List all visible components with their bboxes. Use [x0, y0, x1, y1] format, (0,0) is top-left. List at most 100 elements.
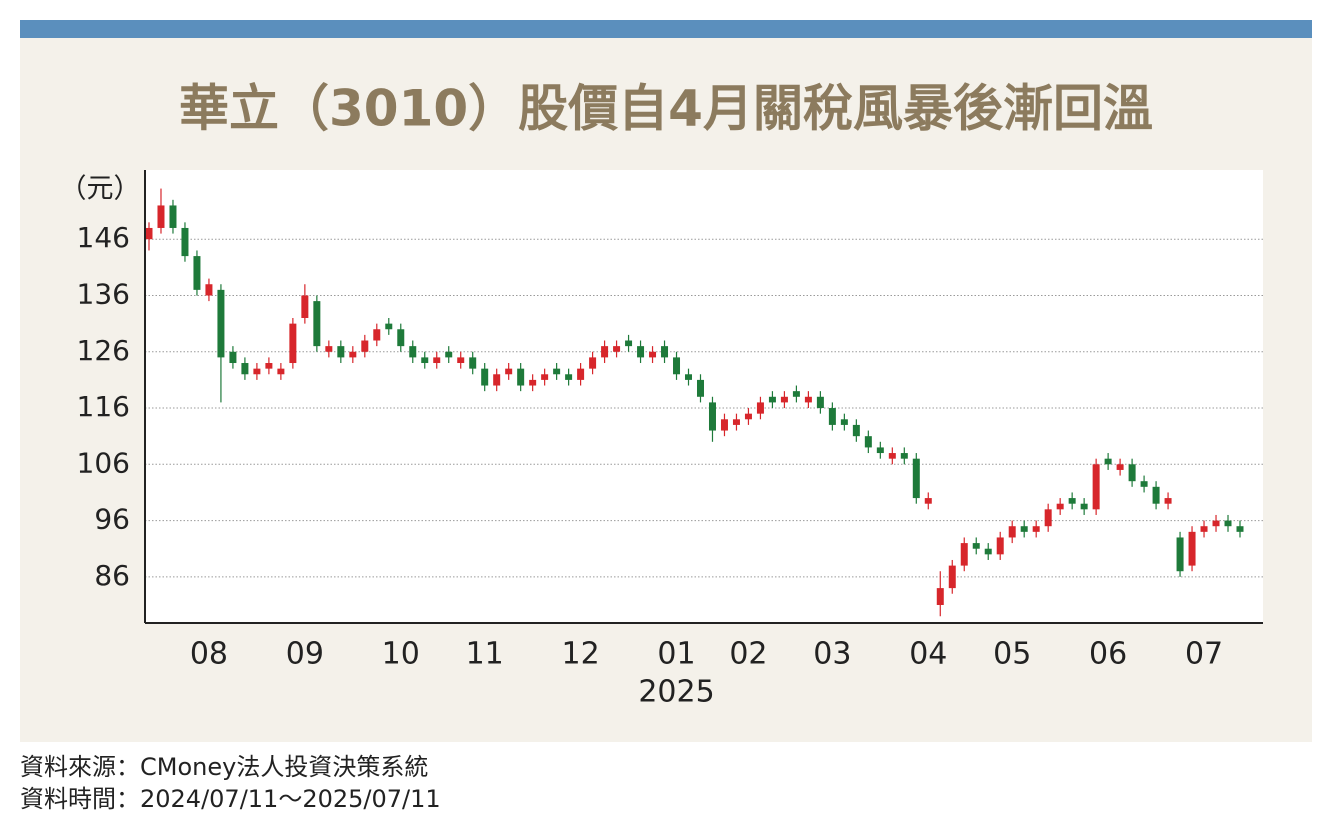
candle-body — [625, 340, 633, 347]
x-tick-label: 12 — [562, 637, 600, 672]
candle-body — [1008, 526, 1016, 538]
y-tick-label: 116 — [77, 390, 130, 423]
candle-body — [1164, 498, 1172, 504]
candle-body — [589, 357, 597, 369]
y-tick-label: 146 — [77, 221, 130, 254]
candle-body — [301, 295, 309, 318]
candle-body — [1140, 481, 1148, 487]
candle-body — [205, 284, 213, 296]
plot-area — [145, 170, 1263, 623]
candle-body — [1236, 526, 1244, 532]
candle-body — [685, 374, 693, 380]
candle-body — [457, 357, 465, 364]
candle-body — [792, 391, 800, 397]
candle-body — [924, 498, 932, 504]
candle-body — [637, 346, 645, 358]
candle-body — [385, 323, 393, 330]
candle-body — [673, 357, 681, 375]
candle-body — [145, 227, 153, 240]
candle-body — [313, 301, 321, 347]
y-tick-label: 126 — [77, 334, 130, 367]
candle-body — [181, 227, 189, 257]
candle-body — [768, 396, 776, 403]
candle-body — [972, 543, 980, 549]
candle-body — [229, 351, 237, 364]
candle-body — [840, 419, 848, 425]
candle-body — [1200, 526, 1208, 532]
candle-body — [253, 368, 261, 375]
candle-body — [661, 346, 669, 358]
candle-body — [193, 256, 201, 290]
candle-body — [1224, 520, 1232, 527]
candle-body — [696, 379, 704, 397]
candle-body — [1056, 503, 1064, 510]
candle-body — [277, 368, 285, 375]
x-tick-label: 03 — [813, 637, 851, 672]
candle-body — [1188, 531, 1196, 566]
x-tick-label: 04 — [909, 637, 947, 672]
candle-body — [1068, 498, 1076, 504]
candle-body — [433, 357, 441, 364]
candle-body — [337, 346, 345, 358]
candle-body — [289, 323, 297, 364]
candle-body — [828, 408, 836, 425]
candle-body — [409, 346, 417, 358]
candle-body — [1020, 526, 1028, 532]
x-tick-label: 09 — [286, 637, 324, 672]
candle-body — [912, 458, 920, 499]
x-tick-label: 10 — [382, 637, 420, 672]
period-note: 資料時間：2024/07/11～2025/07/11 — [20, 785, 441, 813]
candle-body — [732, 419, 740, 425]
candle-body — [1044, 509, 1052, 527]
candle-body — [493, 374, 501, 386]
candle-body — [852, 424, 860, 437]
candle-body — [373, 329, 381, 341]
y-tick-label: 136 — [77, 277, 130, 310]
candle-body — [1212, 520, 1220, 527]
candle-body — [780, 396, 788, 403]
candle-body — [601, 346, 609, 358]
candle-body — [349, 351, 357, 358]
x-tick-label: 08 — [190, 637, 228, 672]
candle-body — [517, 368, 525, 386]
candle-body — [708, 402, 716, 431]
candle-body — [1152, 486, 1160, 504]
candle-body — [1176, 537, 1184, 572]
candle-body — [241, 363, 249, 375]
y-tick-label: 86 — [94, 559, 130, 592]
candle-body — [984, 548, 992, 555]
candle-body — [816, 396, 824, 409]
y-tick-label: 106 — [77, 446, 130, 479]
candle-body — [577, 368, 585, 380]
candle-body — [565, 374, 573, 380]
candle-body — [481, 368, 489, 386]
candle-body — [936, 588, 944, 605]
candle-body — [649, 351, 657, 358]
x-tick-label: 06 — [1089, 637, 1127, 672]
candle-body — [1092, 464, 1100, 510]
x-tick-label: 07 — [1185, 637, 1223, 672]
candle-body — [744, 413, 752, 420]
candle-body — [361, 340, 369, 352]
x-tick-label: 01 — [657, 637, 695, 672]
source-note: 資料來源：CMoney法人投資決策系統 — [20, 753, 428, 781]
candle-body — [1032, 526, 1040, 532]
y-axis-label: （元） — [60, 174, 141, 205]
candle-body — [469, 357, 477, 369]
chart-title: 華立（3010）股價自4月關稅風暴後漸回溫 — [179, 80, 1153, 138]
candle-body — [720, 419, 728, 431]
candle-body — [505, 368, 513, 375]
candle-body — [960, 543, 968, 566]
candle-body — [804, 396, 812, 403]
year-label: 2025 — [638, 675, 714, 710]
candle-body — [948, 565, 956, 589]
candle-body — [1080, 503, 1088, 510]
x-tick-label: 05 — [993, 637, 1031, 672]
candle-body — [996, 537, 1004, 555]
candle-body — [541, 374, 549, 380]
candle-body — [1128, 464, 1136, 482]
candle-body — [553, 368, 561, 375]
candle-body — [529, 379, 537, 386]
candle-body — [900, 453, 908, 459]
